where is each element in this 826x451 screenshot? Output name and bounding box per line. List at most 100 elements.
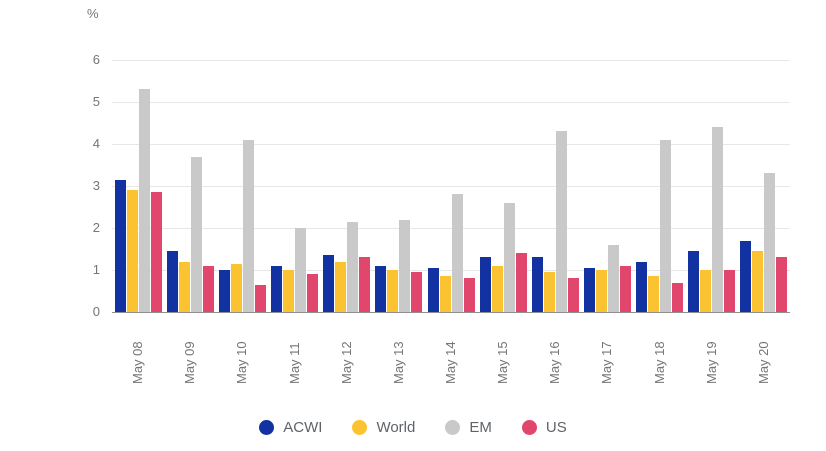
legend-item-us: US: [521, 419, 567, 436]
bar-acwi-may-08: [114, 179, 126, 312]
legend-label-us: US: [545, 419, 567, 436]
x-tick-label-may-10: May 10: [234, 341, 250, 384]
x-tick-label-may-19: May 19: [703, 341, 719, 384]
bar-acwi-may-10: [218, 270, 230, 312]
gridline-6: [112, 60, 790, 61]
bar-group-may-12: [323, 221, 371, 312]
legend-label-em: EM: [469, 419, 492, 436]
bar-us-may-20: [776, 257, 788, 312]
bar-em-may-11: [295, 228, 307, 312]
x-tick-label-may-18: May 18: [651, 341, 667, 384]
bar-acwi-may-19: [688, 251, 700, 312]
legend-dot-em: [445, 420, 461, 435]
gridline-1: [112, 270, 790, 271]
bar-acwi-may-12: [323, 255, 335, 312]
bar-world-may-09: [178, 261, 190, 312]
bar-world-may-17: [595, 270, 607, 312]
bar-em-may-09: [190, 156, 202, 312]
y-tick-label-5: 5: [92, 94, 100, 109]
bar-group-may-09: [166, 156, 214, 312]
bar-world-may-10: [230, 263, 242, 312]
bar-group-may-11: [271, 228, 319, 312]
x-tick-label-may-09: May 09: [182, 341, 198, 384]
gridline-5: [112, 102, 790, 103]
bar-group-may-20: [740, 173, 788, 312]
legend-item-world: World: [352, 419, 415, 436]
x-tick-label-may-15: May 15: [495, 341, 511, 384]
x-tick-label-may-11: May 11: [286, 342, 302, 384]
bar-world-may-13: [387, 270, 399, 312]
y-axis-unit-label: %: [87, 6, 99, 21]
x-tick-label-may-12: May 12: [338, 341, 354, 384]
bar-group-may-13: [375, 219, 423, 312]
bar-em-may-18: [660, 139, 672, 312]
legend: ACWI World EM US: [0, 419, 826, 436]
bar-world-may-15: [491, 265, 503, 312]
bar-us-may-15: [515, 253, 527, 312]
bar-world-may-14: [439, 276, 451, 312]
x-tick-label-may-17: May 17: [599, 341, 615, 384]
bar-group-may-17: [583, 244, 631, 312]
bar-us-may-17: [619, 265, 631, 312]
y-tick-label-1: 1: [92, 262, 100, 277]
bar-us-may-19: [724, 270, 736, 312]
bar-world-may-19: [700, 270, 712, 312]
bar-acwi-may-18: [636, 261, 648, 312]
bar-em-may-16: [555, 131, 567, 312]
x-tick-label-may-14: May 14: [443, 341, 458, 384]
gridline-3: [112, 186, 790, 187]
bar-us-may-11: [307, 274, 319, 312]
bar-group-may-14: [427, 194, 475, 312]
y-tick-label-2: 2: [92, 220, 100, 235]
legend-dot-world: [352, 420, 368, 435]
bar-acwi-may-15: [479, 257, 491, 312]
legend-dot-acwi: [259, 420, 275, 435]
bar-group-may-08: [114, 89, 162, 312]
bar-em-may-13: [399, 219, 411, 312]
bar-world-may-16: [543, 272, 555, 312]
x-tick-label-may-08: May 08: [130, 341, 146, 384]
x-tick-label-may-20: May 20: [755, 341, 771, 384]
bar-group-may-16: [531, 131, 579, 312]
legend-dot-us: [521, 420, 537, 435]
y-tick-label-0: 0: [92, 304, 100, 319]
bar-em-may-12: [347, 221, 359, 312]
x-tick-label-may-13: May 13: [390, 341, 406, 384]
bar-world-may-20: [752, 251, 764, 312]
bar-world-may-18: [648, 276, 660, 312]
bar-us-may-13: [411, 272, 423, 312]
bar-us-may-08: [150, 192, 162, 312]
bar-group-may-18: [636, 139, 684, 312]
bar-em-may-17: [607, 244, 619, 312]
legend-item-acwi: ACWI: [259, 419, 322, 436]
bar-acwi-may-09: [166, 251, 178, 312]
bar-us-may-12: [359, 257, 371, 312]
bar-world-may-12: [335, 261, 347, 312]
plot-area: 0 1 2 3 4 5 6: [93, 53, 790, 318]
bar-us-may-14: [463, 278, 475, 312]
y-tick-label-3: 3: [92, 178, 100, 193]
bar-us-may-09: [202, 265, 214, 312]
y-tick-label-4: 4: [92, 136, 100, 151]
gridline-4: [112, 144, 790, 145]
legend-label-acwi: ACWI: [283, 419, 323, 436]
bar-acwi-may-11: [271, 265, 283, 312]
gridline-2: [112, 228, 790, 229]
bar-em-may-19: [712, 127, 724, 312]
bar-world-may-11: [283, 270, 295, 312]
legend-item-em: EM: [445, 419, 492, 436]
bar-us-may-16: [567, 278, 579, 312]
bar-group-may-10: [218, 139, 266, 312]
bar-acwi-may-20: [740, 240, 752, 312]
legend-label-world: World: [376, 419, 416, 436]
bar-acwi-may-14: [427, 267, 439, 312]
bar-acwi-may-16: [531, 257, 543, 312]
bar-acwi-may-13: [375, 265, 387, 312]
bar-group-may-19: [688, 127, 736, 312]
bar-em-may-20: [764, 173, 776, 312]
bar-em-may-10: [242, 139, 254, 312]
bar-us-may-18: [672, 282, 684, 312]
bar-us-may-10: [254, 284, 266, 312]
bar-em-may-14: [451, 194, 463, 312]
